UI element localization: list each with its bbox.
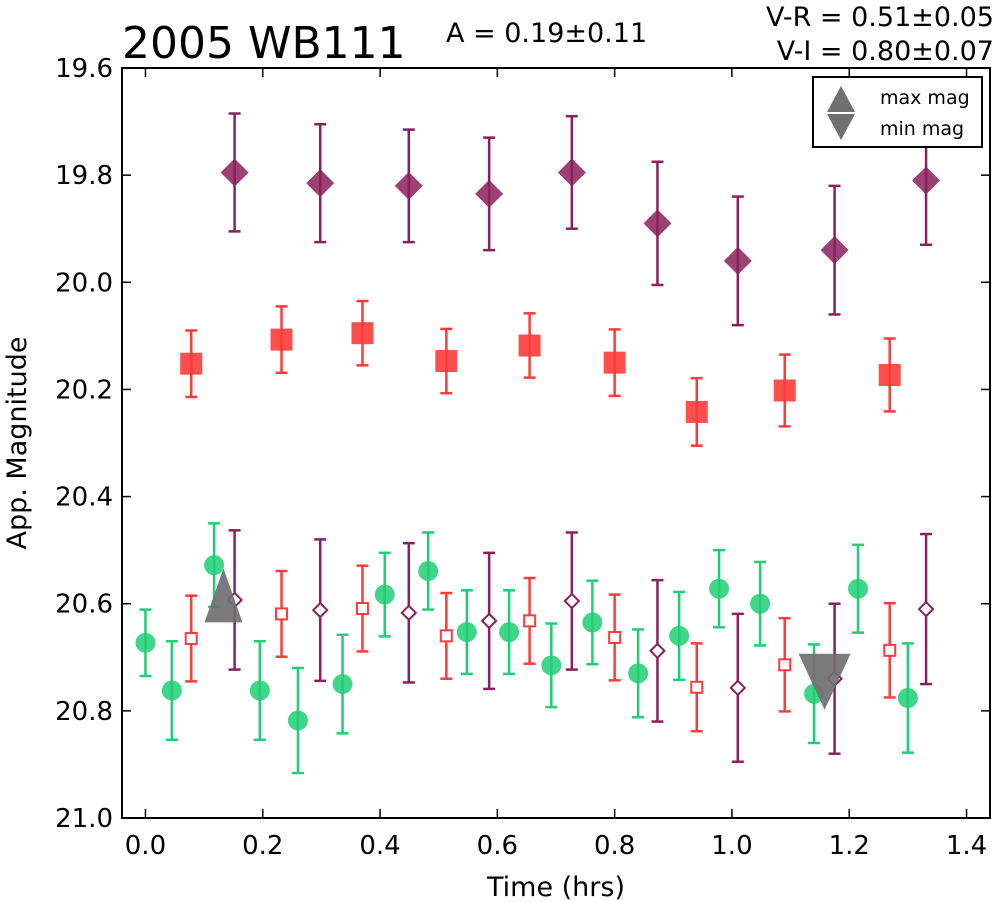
series-0-point-0-marker [220,158,249,187]
series-4-point-1-marker [311,601,329,619]
y-tick-label-7: 21.0 [55,804,113,834]
series-1-point-8-marker [878,363,901,386]
series-3-point-6-marker [690,680,704,694]
series-1-point-3-marker [435,350,458,373]
y-tick-label-6: 20.8 [55,697,113,727]
series-1-point-6-marker [685,400,708,423]
series-4-point-5-marker [649,642,666,660]
series-0-point-3-marker [475,179,504,208]
series-1-point-1-marker [270,328,293,351]
series-2-point-0-marker [135,632,156,653]
series-3-point-8-marker [883,643,897,657]
series-2-point-11-marker [582,612,603,633]
x-tick-label-5: 1.0 [711,831,752,861]
series-4-point-6-marker [729,679,747,697]
series-4-point-3-marker [480,612,498,630]
plot-frame [121,67,991,819]
x-tick-label-1: 0.2 [242,831,283,861]
series-2-point-17-marker [848,578,869,599]
series-0-point-7-marker [820,236,849,265]
x-tick-label-0: 0.0 [125,831,166,861]
series-2-point-4-marker [287,710,308,731]
y-tick-label-4: 20.4 [55,483,113,513]
y-tick-label-1: 19.8 [55,161,113,191]
series-3-point-4-marker [523,614,537,628]
series-2-point-2-marker [204,555,225,576]
series-3-point-2-marker [355,602,369,616]
legend-min-label: min mag [880,118,964,140]
series-0-point-2-marker [394,171,423,200]
series-2-point-5-marker [332,674,353,695]
max-mag-legend-marker [827,86,855,112]
series-0-point-6-marker [723,246,752,275]
color-index-vi: V-I = 0.80±0.07 [777,36,994,67]
series-3-point-0-marker [184,632,198,646]
series-4-point-2-marker [400,604,418,622]
series-4-point-8-marker [917,600,935,618]
color-index-vr: V-R = 0.51±0.05 [766,2,994,33]
series-0-point-8-marker [912,166,941,195]
plot-marks [135,112,941,775]
series-0-point-5-marker [643,209,672,238]
chart-title: 2005 WB111 [122,18,406,69]
y-tick-label-3: 20.2 [55,375,113,405]
series-1-point-4-marker [518,334,541,357]
series-2-point-13-marker [669,625,690,646]
series-3-point-5-marker [608,630,622,644]
y-tick-label-2: 20.0 [55,268,113,298]
x-tick-label-2: 0.4 [359,831,400,861]
series-2-point-8-marker [456,622,477,643]
series-2-point-15-marker [750,593,771,614]
series-0-point-1-marker [306,169,335,198]
x-tick-label-7: 1.4 [946,831,987,861]
x-tick-label-3: 0.6 [477,831,518,861]
x-axis-label: Time (hrs) [486,872,625,901]
y-tick-label-0: 19.6 [55,54,113,84]
series-0-point-4-marker [557,158,586,187]
series-1-point-7-marker [773,379,796,402]
x-tick-label-6: 1.2 [829,831,870,861]
series-3-point-1-marker [275,607,289,621]
y-tick-label-5: 20.6 [55,590,113,620]
legend-max-label: max mag [880,87,970,109]
series-3-point-7-marker [778,658,792,672]
y-axis-label: App. Magnitude [2,337,33,550]
series-3-point-3-marker [439,629,453,643]
series-2-point-9-marker [499,622,520,643]
min-mag-marker [798,653,851,710]
x-tick-label-4: 0.8 [594,831,635,861]
series-2-point-6-marker [374,584,395,605]
series-1-point-5-marker [603,351,626,374]
series-2-point-10-marker [541,655,562,676]
series-2-point-3-marker [249,680,270,701]
series-2-point-18-marker [897,688,918,708]
min-mag-legend-marker [827,114,855,140]
legend: max mag min mag [812,76,983,148]
series-1-point-0-marker [180,352,203,375]
series-2-point-12-marker [628,663,649,684]
series-4-point-4-marker [563,592,581,610]
series-1-point-2-marker [351,322,374,345]
series-2-point-1-marker [161,680,182,701]
series-2-point-14-marker [709,578,730,599]
amplitude-label: A = 0.19±0.11 [446,18,647,49]
max-mag-marker [204,568,243,623]
axis-ticks: 0.0 0.2 0.4 0.6 0.8 1.0 1.2 1.4 19.6 19.8 20.0 20.2… [55,54,990,861]
series-2-point-7-marker [418,561,439,582]
